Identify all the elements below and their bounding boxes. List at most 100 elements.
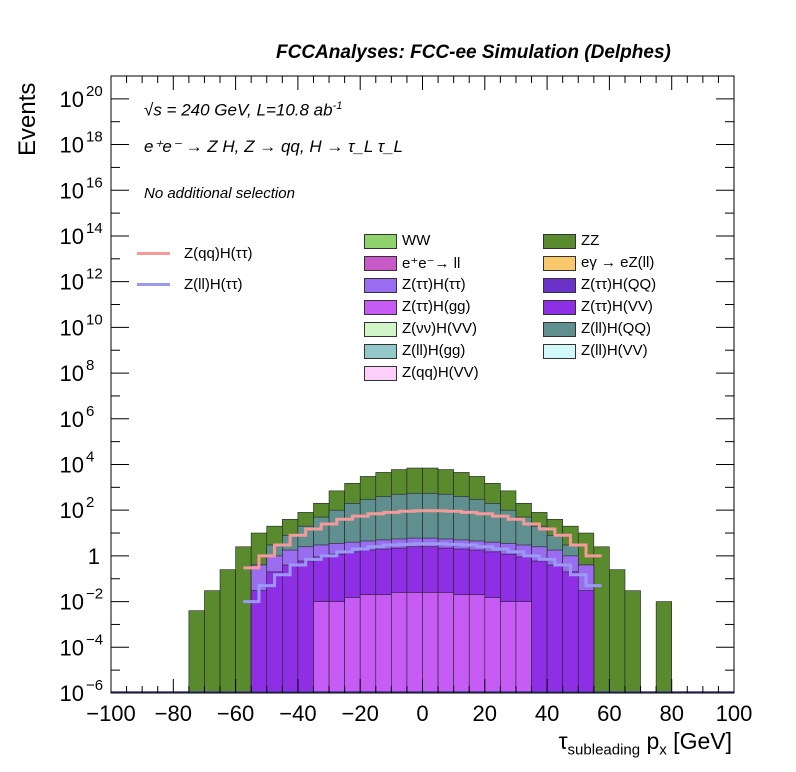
y-tick-label: 10 [60, 635, 84, 660]
x-tick-label: −40 [279, 701, 316, 726]
x-tick-label: 0 [416, 701, 428, 726]
legend-swatch [543, 234, 576, 249]
legend-label: Z(ll)H(VV) [581, 342, 648, 359]
legend-line-swatch [137, 252, 170, 255]
bar-zz-3 [219, 569, 236, 694]
y-tick-label: 10 [60, 361, 84, 386]
y-tick-label: 1 [88, 544, 100, 569]
bar-z-h-gg--14 [391, 592, 408, 694]
legend-swatch [543, 256, 576, 271]
bar-zz-2 [204, 590, 221, 694]
x-tick-label: 60 [597, 701, 621, 726]
y-tick-exponent: 20 [86, 83, 103, 100]
legend-label: ZZ [581, 232, 600, 249]
legend-label: Z(ll)H(QQ) [581, 320, 651, 337]
y-tick-exponent: 18 [86, 129, 103, 146]
legend-label: Z(ττ)H(VV) [581, 298, 653, 315]
x-tick-label: −20 [342, 701, 379, 726]
bar-z-h-vv--7 [282, 564, 299, 694]
bar-z-h-gg--22 [515, 601, 532, 694]
y-tick-exponent: −6 [86, 677, 103, 694]
legend-swatch [364, 278, 397, 293]
legend-swatch [364, 366, 397, 381]
legend-label: eγ → eZ(ll) [581, 254, 655, 271]
legend-label: WW [402, 232, 431, 249]
x-axis-label: τsubleading px [GeV] [558, 728, 732, 759]
x-tick-label: 80 [659, 701, 683, 726]
x-tick-label: 100 [716, 701, 753, 726]
legend-swatch [543, 300, 576, 315]
y-tick-exponent: 6 [86, 403, 94, 420]
bar-z-h-gg--19 [468, 594, 486, 694]
bar-zz-1 [188, 610, 205, 694]
y-tick-label: 10 [60, 133, 84, 158]
legend-swatch [543, 344, 576, 359]
bar-z-h-vv--25 [562, 571, 579, 694]
y-tick-label: 10 [60, 87, 84, 112]
y-tick-exponent: −4 [86, 631, 103, 648]
bar-z-h-vv--5 [250, 590, 268, 694]
y-tick-exponent: 12 [86, 266, 103, 283]
y-tick-label: 10 [60, 315, 84, 340]
legend-label: e⁺e⁻→ ll [402, 255, 461, 272]
y-tick-label: 10 [60, 590, 84, 615]
header-title: FCCAnalyses: FCC-ee Simulation (Delphes) [276, 42, 671, 63]
y-axis-label: Events [14, 82, 41, 156]
bar-z-h-vv--6 [266, 571, 283, 694]
y-tick-label: 10 [60, 452, 84, 477]
y-tick-exponent: 2 [86, 494, 94, 511]
series-line-z-qq-h- [243, 509, 602, 570]
bar-z-h-gg--20 [484, 597, 501, 694]
legend-swatch [364, 322, 397, 337]
y-tick-label: 10 [60, 270, 84, 295]
bar-z-h-gg--10 [328, 601, 345, 694]
bar-zz-29 [624, 590, 641, 694]
legend-line-swatch [137, 283, 170, 286]
y-tick-exponent: 10 [86, 311, 103, 328]
y-tick-label: 10 [60, 224, 84, 249]
series-line-z-ll-h- [243, 542, 602, 604]
y-tick-label: 10 [60, 407, 84, 432]
bar-z-h-gg--11 [344, 597, 361, 694]
x-tick-label: 40 [535, 701, 559, 726]
legend-swatch [543, 278, 576, 293]
bar-z-h-gg--15 [406, 592, 423, 694]
legend-label: Z(ττ)H(QQ) [581, 276, 657, 293]
y-tick-label: 10 [60, 178, 84, 203]
bar-z-h-gg--12 [359, 594, 377, 694]
process-annotation: e⁺e⁻ → Z H, Z → qq, H → τ_L τ_L [144, 137, 403, 156]
legend-swatch [543, 322, 576, 337]
legend-swatch [364, 344, 397, 359]
y-tick-exponent: 4 [86, 448, 94, 465]
y-tick-exponent: 14 [86, 220, 103, 237]
x-tick-label: −80 [155, 701, 192, 726]
y-tick-label: 10 [60, 498, 84, 523]
bar-z-h-gg--16 [422, 592, 439, 694]
bar-zz-31 [655, 601, 672, 694]
bar-zz-27 [593, 546, 610, 694]
legend-line-label: Z(ll)H(ττ) [184, 276, 243, 293]
x-tick-label: −60 [217, 701, 254, 726]
y-tick-label: 10 [60, 681, 84, 706]
bar-z-h-vv--8 [297, 560, 314, 694]
bar-zz-28 [609, 569, 626, 694]
bar-z-h-gg--13 [375, 594, 392, 694]
bar-z-h-vv--26 [577, 590, 595, 694]
legend-label: Z(ττ)H(gg) [402, 298, 471, 315]
legend-swatch [364, 234, 397, 249]
bar-z-h-gg--9 [313, 601, 330, 694]
x-tick-label: 20 [473, 701, 497, 726]
bar-z-h-gg--17 [437, 592, 454, 694]
legend-label: Z(ll)H(gg) [402, 342, 466, 359]
x-tick-label: −100 [86, 701, 136, 726]
bar-z-h-gg--18 [453, 594, 470, 694]
bar-z-h-gg--21 [500, 601, 517, 694]
energy-annotation: √s = 240 GeV, L=10.8 ab-1 [144, 100, 343, 120]
bar-z-h-vv--23 [531, 560, 548, 694]
y-tick-exponent: −2 [86, 586, 103, 603]
legend-label: Z(νν)H(VV) [402, 320, 477, 337]
legend-swatch [364, 256, 397, 271]
legend-line-label: Z(qq)H(ττ) [184, 245, 253, 262]
y-tick-exponent: 8 [86, 357, 94, 374]
